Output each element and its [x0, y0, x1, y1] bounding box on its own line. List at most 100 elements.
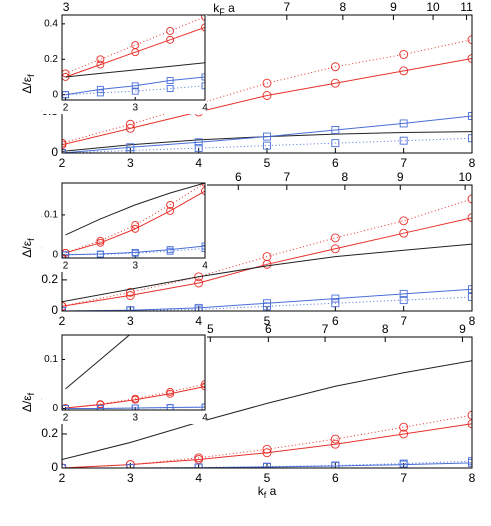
square-marker [131, 87, 139, 95]
x-axis-label-part: f [264, 490, 267, 500]
x-tick-label: 4 [195, 156, 202, 170]
square-marker [331, 299, 340, 308]
circle-marker [131, 41, 140, 50]
circle-marker [166, 26, 175, 35]
y-axis-label: Δ/εf [20, 392, 36, 412]
x-tick-label: 4 [202, 413, 208, 424]
x-tick-label: 6 [332, 471, 339, 485]
x-tick-label: 3 [132, 261, 138, 272]
x-axis-label-part: k [258, 484, 265, 498]
series-line [65, 16, 205, 74]
circle-marker [399, 66, 409, 76]
inset-background [42, 335, 207, 424]
x-tick-label: 7 [400, 314, 407, 328]
circle-marker [166, 35, 175, 44]
x-tick-label: 2 [63, 103, 69, 114]
series-line [65, 62, 205, 78]
y-axis-label-part: f [26, 74, 36, 77]
top-tick-label: 3 [63, 0, 70, 14]
series-line [62, 243, 472, 303]
circle-marker [96, 400, 105, 409]
x-tick-label: 5 [264, 156, 271, 170]
circle-marker [467, 54, 472, 63]
circle-marker [262, 444, 272, 454]
y-tick-label: 0 [52, 249, 58, 260]
x-tick-label: 5 [264, 471, 271, 485]
circle-marker [330, 233, 340, 243]
circle-marker [201, 15, 205, 21]
top-tick-label: 7 [283, 0, 290, 14]
top-tick-label: 8 [340, 0, 347, 14]
circle-marker [330, 434, 340, 444]
x-tick-label: 4 [202, 261, 208, 272]
series-line [62, 423, 472, 468]
circle-marker [399, 49, 409, 59]
y-tick-label: 0 [51, 145, 58, 159]
top-axis-label: kF a [213, 1, 235, 17]
top-tick-label: 8 [382, 322, 389, 336]
circle-marker [131, 394, 140, 403]
circle-marker [96, 238, 105, 247]
x-tick-label: 7 [400, 156, 407, 170]
x-tick-label: 4 [195, 471, 202, 485]
circle-marker [399, 228, 409, 238]
square-marker [331, 139, 340, 148]
plot-area [62, 335, 205, 410]
y-tick-label: 0.4 [44, 18, 58, 29]
top-tick-label: 7 [322, 322, 329, 336]
circle-marker [467, 35, 472, 45]
square-marker [126, 146, 135, 153]
series-line [62, 360, 472, 460]
top-tick-label: 5 [207, 322, 214, 336]
x-tick-label: 8 [469, 156, 476, 170]
circle-marker [262, 448, 272, 458]
x-tick-label: 5 [264, 314, 271, 328]
square-marker [166, 85, 174, 92]
square-marker [468, 285, 472, 294]
circle-marker [201, 23, 205, 32]
y-tick-label: 0 [52, 89, 58, 100]
square-marker [201, 73, 205, 81]
series-line [62, 462, 472, 468]
square-marker [166, 404, 174, 410]
x-tick-label: 8 [469, 314, 476, 328]
top-tick-label: 9 [397, 170, 404, 184]
y-tick-label: 0.1 [44, 210, 58, 221]
x-axis-label: kf a [258, 484, 277, 500]
square-marker [194, 138, 203, 147]
x-tick-label: 6 [332, 314, 339, 328]
square-marker [194, 144, 203, 153]
square-marker [201, 244, 205, 252]
square-marker [131, 249, 139, 257]
x-tick-label: 2 [59, 314, 66, 328]
top-tick-label: 8 [342, 170, 349, 184]
square-marker [126, 464, 135, 468]
square-marker [201, 82, 205, 90]
series-line [65, 183, 205, 236]
circle-marker [467, 419, 472, 429]
top-tick-label: 9 [459, 322, 466, 336]
circle-marker [399, 216, 409, 226]
square-marker [468, 457, 472, 466]
inset-background [42, 15, 207, 114]
top-tick-label: 10 [458, 170, 472, 184]
square-marker [96, 85, 104, 93]
circle-marker [194, 272, 204, 282]
inset: 2 3 4 0 0.1 [42, 334, 208, 424]
top-tick-label: 7 [283, 170, 290, 184]
square-marker [263, 141, 271, 150]
square-marker [194, 463, 203, 468]
circle-marker [262, 252, 272, 262]
x-tick-label: 3 [127, 471, 134, 485]
circle-marker [166, 206, 175, 215]
series-line [65, 183, 205, 254]
square-marker [96, 89, 104, 97]
y-axis-label-part: Δ/ε [20, 395, 34, 412]
y-axis-label-part: Δ/ε [20, 76, 34, 93]
series-line [65, 245, 205, 256]
square-marker [194, 305, 203, 311]
circle-marker [201, 382, 205, 391]
plot-area [62, 15, 205, 99]
circle-marker [62, 138, 67, 148]
square-marker [399, 289, 408, 298]
